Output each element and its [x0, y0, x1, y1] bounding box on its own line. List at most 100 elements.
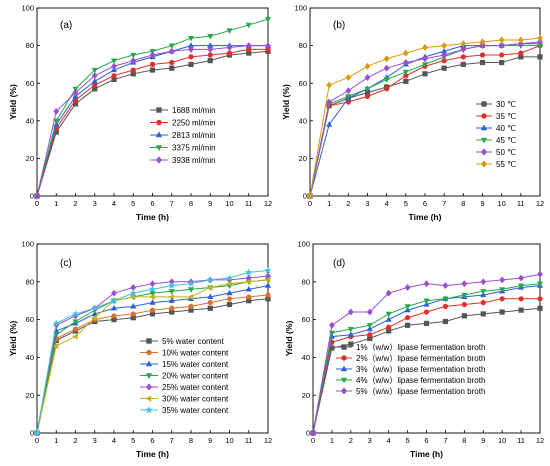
data-point [148, 285, 157, 293]
x-tick-label: 7 [443, 436, 447, 445]
x-tick-label: 5 [404, 199, 408, 208]
y-axis-label: Yield (%) [8, 84, 18, 120]
y-tick-label: 60 [26, 315, 34, 324]
data-point [479, 42, 486, 50]
legend-item: 2250 ml/min [150, 118, 216, 127]
legend: 30 ℃ 35 ℃ 40 ℃ 45 ℃ 50 ℃ 55 ℃ [476, 100, 516, 169]
legend-label: 10% water content [162, 348, 229, 357]
data-point [347, 326, 354, 333]
series-6 [307, 34, 543, 200]
data-point [168, 289, 175, 295]
legend-item: 5% water content [140, 337, 225, 346]
y-tick-label: 0 [306, 429, 310, 438]
data-point [536, 281, 544, 288]
x-tick-label: 6 [424, 436, 428, 445]
data-point [91, 72, 98, 80]
x-tick-label: 8 [462, 436, 466, 445]
series-1 [34, 48, 271, 199]
data-point [264, 266, 272, 274]
data-point [72, 319, 79, 325]
data-point [226, 50, 233, 56]
data-point [441, 65, 447, 71]
x-axis-label: Time (h) [136, 212, 169, 222]
series-5 [310, 270, 543, 437]
data-point [72, 89, 79, 97]
data-point [364, 62, 371, 70]
data-point [72, 333, 78, 340]
legend: 1%（w/w）lipase fermentation broth 2%（w/w）l… [336, 343, 485, 396]
y-tick-label: 20 [299, 154, 307, 163]
legend-marker [341, 355, 347, 361]
panel-label: (a) [60, 20, 72, 31]
data-point [34, 192, 40, 200]
x-tick-label: 1 [327, 199, 331, 208]
data-point [479, 38, 486, 46]
data-point [517, 36, 524, 44]
data-point [130, 311, 136, 317]
data-point [188, 45, 194, 53]
data-point [245, 22, 252, 29]
data-point [461, 292, 468, 299]
data-point [423, 280, 430, 288]
data-point [345, 74, 352, 82]
data-point [326, 98, 333, 106]
data-point [386, 324, 392, 330]
data-point [364, 74, 371, 82]
plot-frame [312, 243, 541, 434]
y-tick-label: 80 [26, 41, 34, 50]
data-point [149, 61, 156, 68]
y-axis-label: Yield (%) [281, 84, 291, 120]
data-point [149, 299, 156, 305]
data-point [421, 62, 429, 68]
y-tick-label: 40 [302, 353, 310, 362]
data-point [348, 341, 354, 347]
data-point [385, 289, 392, 297]
y-tick-label: 0 [30, 192, 34, 201]
data-point [111, 289, 117, 297]
x-tick-label: 12 [536, 436, 544, 445]
y-tick-label: 80 [26, 277, 34, 286]
x-tick-label: 12 [536, 199, 544, 208]
data-point [169, 65, 175, 71]
data-point [226, 28, 233, 34]
legend-item: 45 ℃ [476, 136, 516, 145]
legend-label: 30 ℃ [496, 100, 516, 109]
data-point [52, 319, 60, 327]
data-point [402, 69, 409, 76]
data-point [92, 82, 98, 88]
data-point [498, 36, 505, 44]
data-point [265, 42, 271, 50]
legend-label: 30% water content [162, 394, 229, 403]
legend-label: 3375 ml/min [172, 143, 216, 152]
x-axis-label: Time (h) [410, 449, 443, 459]
data-point [207, 52, 213, 58]
legend-item: 2%（w/w）lipase fermentation broth [336, 354, 485, 363]
data-point [441, 42, 448, 50]
data-point [422, 71, 428, 77]
data-point [442, 296, 449, 303]
x-tick-label: 4 [385, 199, 389, 208]
x-tick-label: 3 [93, 199, 97, 208]
data-point [384, 86, 390, 92]
series-5 [34, 42, 271, 200]
legend-label: 5% water content [162, 337, 225, 346]
data-point [345, 87, 352, 95]
data-point [111, 62, 117, 70]
x-tick-label: 3 [365, 199, 369, 208]
data-point [366, 308, 373, 316]
data-point [442, 282, 449, 290]
data-point [130, 57, 137, 65]
legend-marker [145, 360, 153, 367]
data-point [168, 293, 174, 300]
data-point [402, 49, 409, 57]
data-point [245, 285, 252, 292]
y-tick-label: 0 [303, 192, 307, 201]
data-point [460, 40, 467, 48]
data-point [207, 305, 213, 311]
data-point [168, 47, 175, 55]
data-point [226, 280, 232, 287]
legend-item: 35 ℃ [476, 112, 516, 121]
data-point [403, 78, 409, 84]
